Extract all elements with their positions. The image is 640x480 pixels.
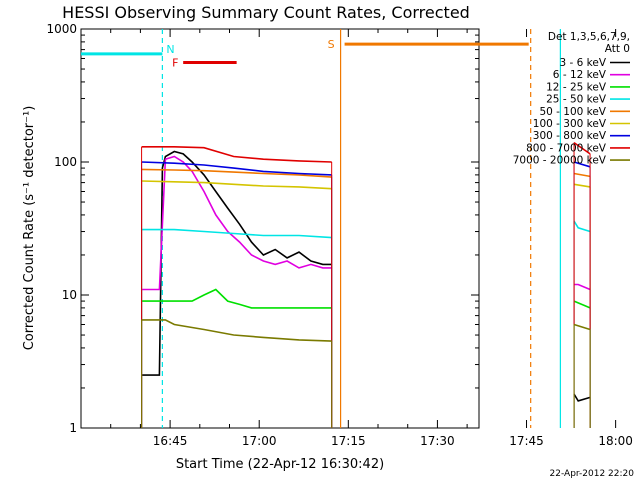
legend-entry-label: 100 - 300 keV	[533, 118, 607, 130]
legend-header-attenuator: Att 0	[605, 43, 630, 55]
legend-entry-label: 50 - 100 keV	[539, 106, 606, 118]
y-tick-label: 100	[54, 155, 77, 169]
series-line-1	[573, 393, 591, 402]
legend-entry-label: 300 - 800 keV	[533, 130, 607, 142]
legend-entry-label: 25 - 50 keV	[546, 94, 607, 106]
series-line-2	[141, 155, 332, 291]
series-lines	[141, 141, 591, 428]
legend-entry-label: 3 - 6 keV	[559, 57, 606, 69]
flare-label: F	[172, 56, 178, 69]
legend-header-detectors: Det 1,3,5,6,7,9,	[548, 31, 630, 43]
legend-entry-label: 6 - 12 keV	[553, 69, 607, 81]
plot-area	[80, 28, 480, 429]
series-line-9	[573, 323, 591, 331]
series-line-5	[573, 172, 591, 178]
series-line-4	[573, 220, 591, 233]
y-tick-label: 1	[69, 421, 77, 435]
annotation-markers: NF S	[81, 29, 561, 428]
chart-title: HESSI Observing Summary Count Rates, Cor…	[62, 3, 470, 22]
y-axis-label: Corrected Count Rate (s⁻¹ detector⁻¹)	[22, 106, 37, 351]
legend-entry-label: 7000 - 20000 keV	[513, 155, 607, 167]
series-line-6	[141, 180, 332, 190]
y-tick-label: 1000	[46, 22, 77, 36]
series-line-3	[141, 288, 332, 309]
legend-entry-label: 12 - 25 keV	[546, 81, 607, 93]
x-tick-label: 17:45	[509, 434, 544, 448]
series-line-8	[141, 146, 332, 163]
series-line-5	[141, 168, 332, 178]
y-tick-label: 10	[62, 288, 77, 302]
x-tick-label: 17:30	[420, 434, 455, 448]
x-tick-label: 16:45	[153, 434, 188, 448]
x-tick-label: 17:00	[242, 434, 277, 448]
series-line-9	[141, 319, 332, 342]
series-line-1	[141, 150, 332, 376]
series-line-8	[573, 141, 591, 155]
series-line-3	[573, 300, 591, 309]
series-line-6	[573, 183, 591, 188]
series-line-7	[573, 161, 591, 168]
saa-label: S	[328, 38, 335, 51]
series-line-7	[141, 161, 332, 176]
plot-border	[80, 28, 480, 429]
axes: 16:45 17:00 17:15 17:30 17:45 18:00 1 10 100 1000	[46, 22, 632, 448]
series-line-2	[574, 283, 591, 291]
night-label: N	[166, 43, 174, 56]
x-axis-label: Start Time (22-Apr-12 16:30:42)	[176, 457, 384, 472]
series-line-4	[141, 228, 332, 239]
x-tick-label: 17:15	[331, 434, 366, 448]
footer-timestamp: 22-Apr-2012 22:20	[550, 469, 635, 479]
x-tick-label: 18:00	[598, 434, 633, 448]
legend-entry-label: 800 - 7000 keV	[526, 142, 607, 154]
